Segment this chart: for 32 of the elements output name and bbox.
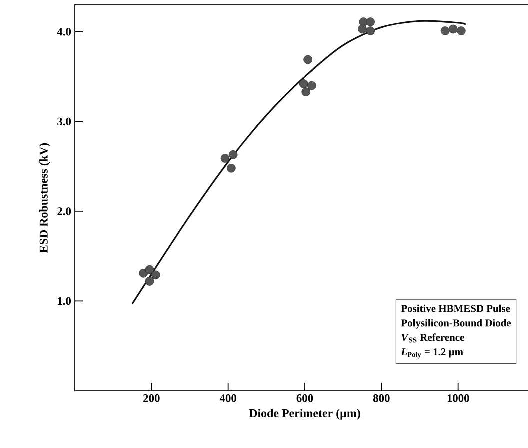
point bbox=[226, 164, 236, 173]
x-tick-label: 600 bbox=[296, 394, 314, 402]
y-tick-label: 1.0 bbox=[58, 297, 72, 306]
point bbox=[358, 24, 367, 34]
point bbox=[151, 270, 160, 280]
point bbox=[299, 80, 308, 88]
point bbox=[448, 24, 458, 34]
annotation: Polysilicon-Bound Diode bbox=[401, 319, 512, 329]
annotation: L$_{Poly}$ = 1.2 µm bbox=[401, 348, 464, 359]
point bbox=[145, 277, 154, 286]
annotation: Positive HBMESD Pulse bbox=[401, 304, 510, 312]
point bbox=[304, 55, 313, 64]
point bbox=[456, 26, 466, 36]
point bbox=[228, 150, 238, 160]
point bbox=[220, 154, 230, 163]
x-tick-label: 1000 bbox=[448, 394, 470, 402]
point bbox=[366, 26, 375, 36]
y-tick-label: 2.0 bbox=[58, 208, 72, 216]
point bbox=[302, 88, 311, 97]
point bbox=[366, 18, 375, 26]
y-axis-title: ESD Robustness (kV) bbox=[39, 143, 50, 253]
x-axis-title: Diode Perimeter (µm) bbox=[249, 409, 360, 420]
point bbox=[145, 265, 154, 274]
point bbox=[440, 26, 450, 36]
annotation: V$_{SS}$ Reference bbox=[402, 334, 464, 343]
x-tick-label: 400 bbox=[220, 394, 236, 402]
line-series bbox=[132, 20, 467, 305]
point bbox=[307, 81, 316, 90]
x-tick-label: 800 bbox=[373, 394, 390, 402]
y-tick-label: 4.0 bbox=[57, 28, 72, 36]
y-tick-label: 3.0 bbox=[58, 118, 72, 126]
x-tick-label: 200 bbox=[144, 394, 160, 402]
